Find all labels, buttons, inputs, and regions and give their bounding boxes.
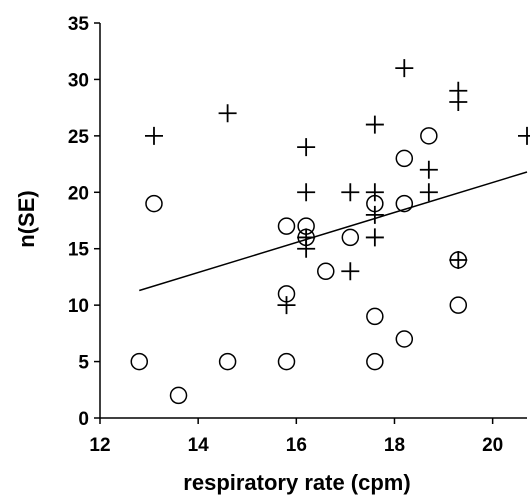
x-tick-label: 18 bbox=[384, 435, 405, 456]
circle-point bbox=[366, 194, 384, 213]
circle-point bbox=[341, 228, 360, 247]
y-axis-label: n(SE) bbox=[14, 190, 39, 247]
circle-point bbox=[297, 228, 315, 247]
ticks: 0 5 10 15 20 25 30 35 12 14 16 18 20 bbox=[68, 14, 503, 456]
cross-point bbox=[365, 205, 384, 224]
circle-point bbox=[366, 307, 384, 326]
cross-point bbox=[144, 126, 163, 145]
cross-point bbox=[365, 115, 384, 134]
y-tick-label: 30 bbox=[68, 70, 89, 91]
circle-point bbox=[395, 149, 414, 168]
cross-point bbox=[297, 183, 316, 202]
circle-point bbox=[218, 352, 237, 371]
trendline-group bbox=[139, 171, 528, 292]
circle-point bbox=[366, 352, 384, 371]
cross-point bbox=[395, 59, 414, 78]
circle-point bbox=[277, 285, 296, 303]
y-tick-label: 35 bbox=[68, 14, 90, 35]
y-tick-label: 5 bbox=[78, 353, 89, 374]
y-tick-label: 25 bbox=[68, 127, 90, 148]
circle-point bbox=[130, 352, 149, 371]
cross-point bbox=[341, 183, 360, 202]
circle-point bbox=[277, 217, 296, 235]
cross-point bbox=[449, 93, 468, 111]
circle-point bbox=[420, 127, 438, 145]
circle-point bbox=[297, 217, 315, 235]
cross-point bbox=[365, 228, 384, 247]
cross-point bbox=[419, 183, 438, 202]
cross-point bbox=[218, 104, 237, 123]
y-tick-label: 0 bbox=[78, 409, 89, 430]
y-tick-label: 15 bbox=[68, 240, 90, 261]
x-tick-label: 20 bbox=[482, 435, 503, 456]
cross-point bbox=[449, 251, 468, 269]
circle-point bbox=[395, 194, 414, 213]
data-points bbox=[130, 59, 530, 405]
cross-point bbox=[297, 138, 316, 157]
cross-point bbox=[341, 262, 360, 281]
x-tick-label: 14 bbox=[188, 435, 210, 456]
cross-point bbox=[297, 228, 316, 247]
cross-point bbox=[365, 183, 384, 202]
axes bbox=[99, 23, 527, 419]
x-tick-label: 12 bbox=[89, 435, 110, 456]
cross-point bbox=[277, 296, 296, 315]
cross-point bbox=[518, 126, 530, 145]
circle-point bbox=[145, 194, 163, 213]
circle-point bbox=[449, 251, 468, 269]
x-axis-label: respiratory rate (cpm) bbox=[183, 470, 410, 495]
y-tick-label: 20 bbox=[68, 183, 89, 204]
circle-point bbox=[449, 296, 468, 314]
circle-point bbox=[317, 262, 335, 281]
circle-point bbox=[395, 330, 414, 348]
circle-point bbox=[169, 386, 188, 405]
cross-point bbox=[419, 160, 438, 179]
circle-point bbox=[277, 352, 296, 371]
y-tick-label: 10 bbox=[68, 296, 89, 317]
trendline bbox=[139, 171, 528, 292]
x-tick-label: 16 bbox=[286, 435, 307, 456]
